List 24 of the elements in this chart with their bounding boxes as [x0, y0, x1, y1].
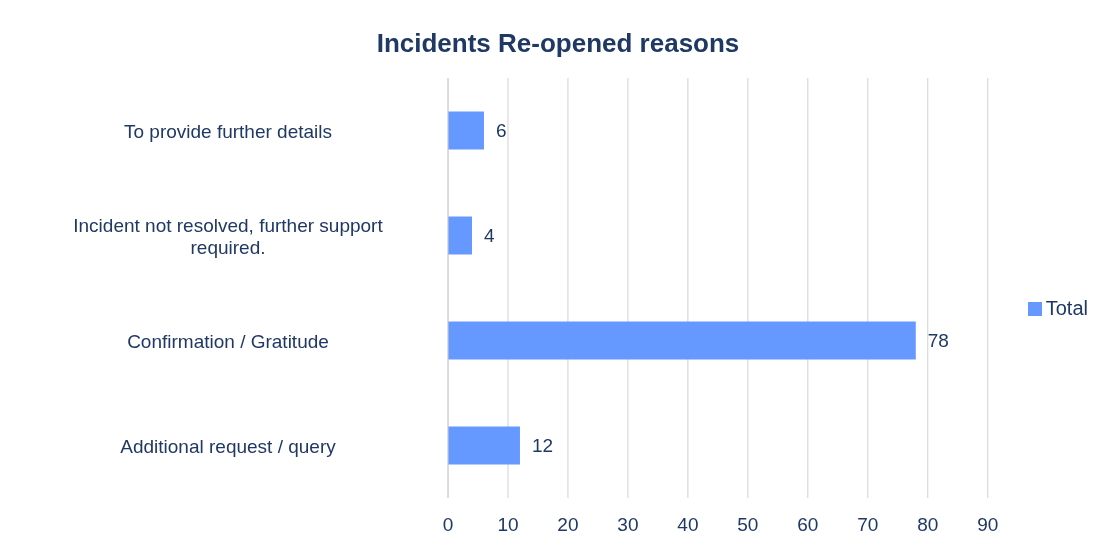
bar	[448, 426, 520, 465]
x-tick-label: 0	[442, 514, 454, 536]
data-label: 6	[495, 120, 507, 142]
x-tick-label: 30	[617, 514, 639, 536]
x-tick-label: 90	[977, 514, 999, 536]
x-tick-label: 40	[677, 514, 699, 536]
x-tick-label: 50	[737, 514, 759, 536]
bar	[448, 321, 916, 360]
x-tick-label: 20	[557, 514, 579, 536]
y-tick-label: Additional request / query	[120, 435, 337, 456]
y-tick-label: Incident not resolved, further support required.	[73, 214, 384, 257]
data-label: 78	[927, 330, 949, 352]
data-label: 12	[531, 435, 554, 457]
data-label: 4	[483, 225, 495, 247]
legend-label: Total	[1045, 296, 1088, 319]
x-tick-label: 10	[497, 514, 519, 536]
y-tick-label: Confirmation / Gratitude	[127, 330, 329, 351]
x-tick-label: 70	[857, 514, 879, 536]
bar	[448, 111, 484, 150]
bar	[448, 216, 472, 255]
chart-title: Incidents Re-opened reasons	[375, 27, 741, 60]
y-tick-label: To provide further details	[123, 120, 333, 141]
x-tick-label: 60	[797, 514, 819, 536]
x-tick-label: 80	[917, 514, 939, 536]
